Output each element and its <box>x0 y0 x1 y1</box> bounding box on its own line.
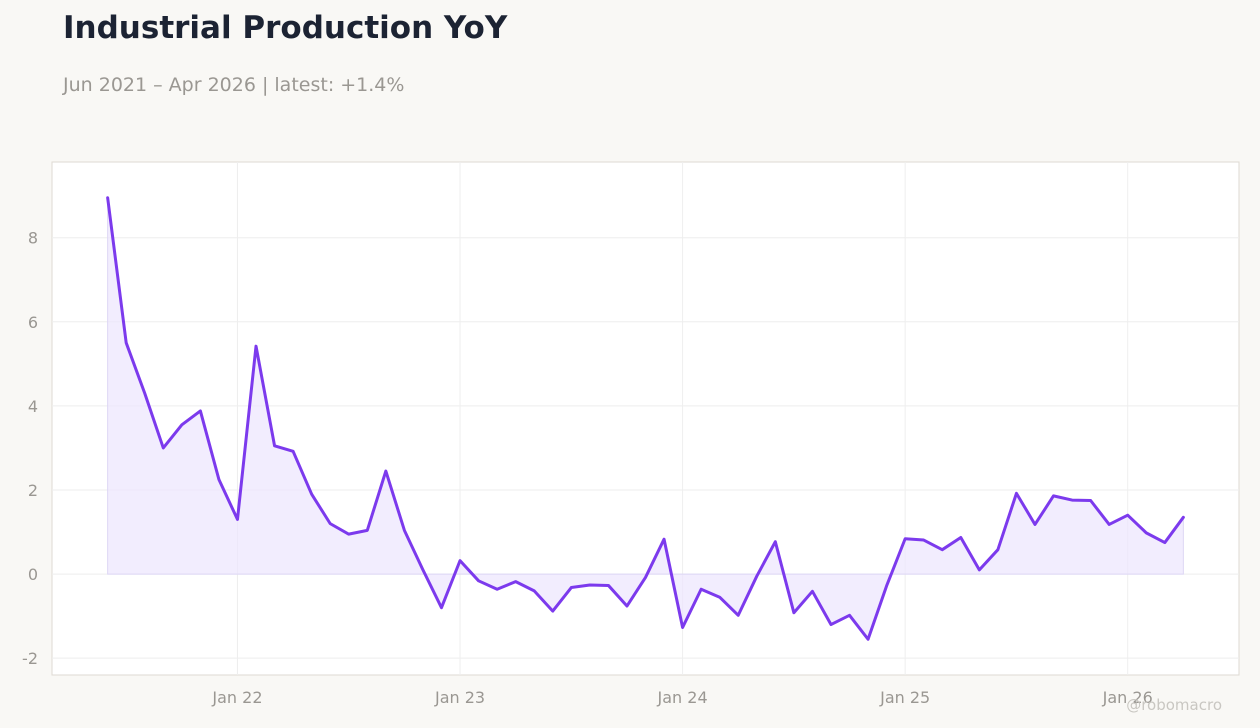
x-tick-label: Jan 26 <box>1102 688 1153 707</box>
y-tick-label: 8 <box>28 229 38 248</box>
y-tick-label: 6 <box>28 313 38 332</box>
y-tick-label: 0 <box>28 565 38 584</box>
x-tick-label: Jan 23 <box>434 688 485 707</box>
page-subtitle: Jun 2021 – Apr 2026 | latest: +1.4% <box>63 74 405 96</box>
y-tick-label: -2 <box>22 649 38 668</box>
x-tick-label: Jan 25 <box>879 688 930 707</box>
page-title: Industrial Production YoY <box>63 10 508 46</box>
credit-text: @robomacro <box>1126 696 1222 714</box>
series-line <box>106 196 1185 641</box>
x-tick-label: Jan 24 <box>657 688 708 707</box>
plot-background <box>51 161 1240 676</box>
y-tick-label: 2 <box>28 481 38 500</box>
y-axis: -2 0 2 4 6 8 <box>22 229 38 668</box>
x-tick-label: Jan 22 <box>211 688 262 707</box>
y-tick-label: 4 <box>28 397 38 416</box>
x-axis: Jan 22 Jan 23 Jan 24 Jan 25 Jan 26 <box>211 688 1152 707</box>
series-line-group <box>106 196 1185 641</box>
